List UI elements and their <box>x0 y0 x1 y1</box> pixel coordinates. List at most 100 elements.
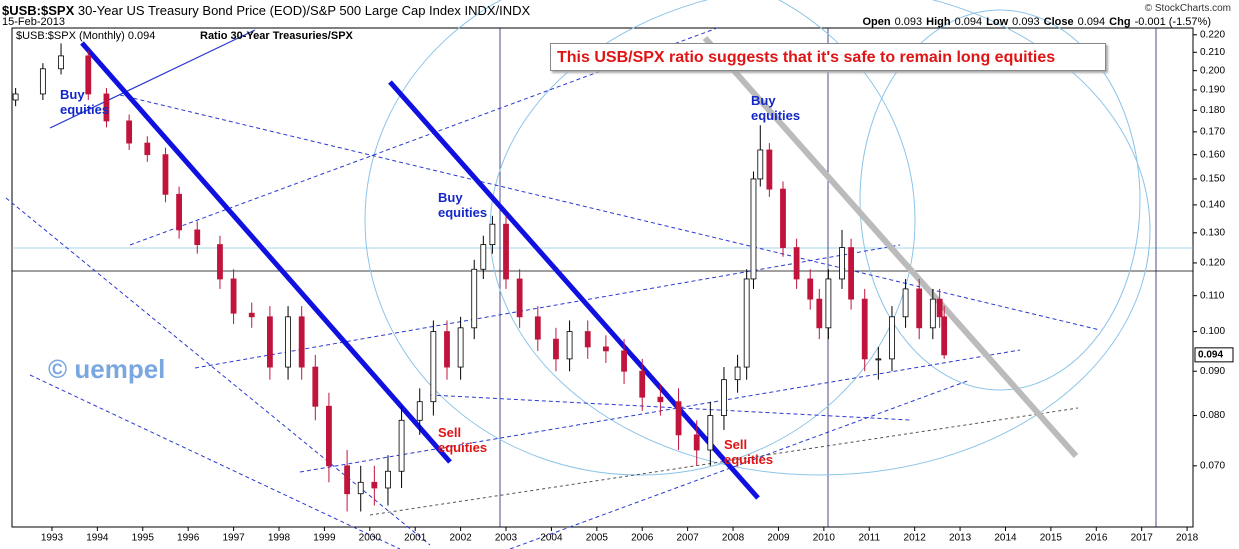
candle-body <box>839 247 845 280</box>
candle-body <box>471 268 478 329</box>
candle-body <box>936 298 943 318</box>
x-tick-label: 2010 <box>813 533 836 544</box>
candle-body <box>371 481 378 489</box>
candle-body <box>194 229 201 245</box>
candle-body <box>162 154 169 195</box>
x-tick-label: 2007 <box>677 533 700 544</box>
candle-body <box>693 434 700 451</box>
candle-body <box>916 288 923 329</box>
candle-body <box>780 188 786 248</box>
candle-body <box>566 331 573 360</box>
candle-body <box>621 350 627 372</box>
candles <box>12 43 948 512</box>
candle-body <box>39 68 46 95</box>
candle-body <box>312 366 319 407</box>
candle-body <box>416 401 423 421</box>
channels <box>5 26 1101 549</box>
y-tick-label: 0.100 <box>1200 326 1225 337</box>
x-tick-label: 2012 <box>904 533 927 544</box>
y-tick-label: 0.120 <box>1200 258 1225 269</box>
candle-body <box>357 481 364 495</box>
x-tick-label: 2011 <box>859 533 881 544</box>
candle-body <box>480 244 487 270</box>
candle-body <box>248 312 255 318</box>
annotation: Sell equities <box>438 425 488 455</box>
x-tick-label: 2002 <box>449 533 472 544</box>
candle-body <box>639 370 646 398</box>
trend-line <box>702 36 1079 458</box>
x-tick-label: 1994 <box>86 533 109 544</box>
stat-label: Low <box>986 16 1009 28</box>
y-tick-label: 0.190 <box>1200 85 1225 96</box>
plot-frame <box>11 27 1194 528</box>
candle-body <box>144 142 151 156</box>
candle-body <box>707 415 714 451</box>
stat: Low 0.093 <box>986 16 1040 28</box>
candle-body <box>430 331 437 403</box>
chart-title: Ratio 30-Year Treasuries/SPX <box>200 30 353 42</box>
candle-body <box>750 178 757 280</box>
candle-body <box>503 223 509 280</box>
candle-body <box>516 278 523 318</box>
credit: © StockCharts.com <box>1144 3 1231 14</box>
candle-body <box>553 338 559 360</box>
x-tick-label: 2009 <box>767 533 790 544</box>
candle-body <box>230 278 237 314</box>
y-tick-label: 0.210 <box>1200 47 1225 58</box>
y-tick-label: 0.130 <box>1200 227 1225 238</box>
candle-body <box>176 193 182 231</box>
x-tick-label: 1998 <box>268 533 291 544</box>
stat-value: 0.094 <box>954 16 983 28</box>
circle <box>859 9 1141 391</box>
x-tick-label: 2004 <box>540 533 563 544</box>
y-tick-label: 0.220 <box>1200 29 1225 40</box>
candle-body <box>757 149 764 180</box>
x-tick-label: 1999 <box>313 533 336 544</box>
x-tick-label: 1996 <box>177 533 200 544</box>
x-tick-label: 2008 <box>722 533 745 544</box>
candle-body <box>816 298 823 329</box>
x-tick-label: 2013 <box>949 533 972 544</box>
candle-body <box>584 331 591 348</box>
annotation-box: This USB/SPX ratio suggests that it's sa… <box>550 43 1106 71</box>
x-tick-label: 2005 <box>586 533 609 544</box>
candle-body <box>941 316 948 356</box>
annotation: Buy equities <box>751 93 801 123</box>
stat: Chg -0.001 (-1.57%) <box>1109 16 1211 28</box>
trend-line <box>80 41 452 464</box>
stat-label: Chg <box>1109 16 1131 28</box>
candle-body <box>902 288 909 318</box>
candle-body <box>398 419 405 472</box>
candle-body <box>603 346 609 352</box>
candle-body <box>58 55 64 70</box>
x-tick-label: 2018 <box>1176 533 1199 544</box>
candle-body <box>12 93 19 101</box>
candle-body <box>734 366 741 381</box>
date: 15-Feb-2013 <box>2 16 65 28</box>
x-tick-label: 2017 <box>1131 533 1154 544</box>
x-tick-label: 2000 <box>359 533 382 544</box>
x-tick-label: 2015 <box>1040 533 1063 544</box>
y-tick-label: 0.070 <box>1200 460 1225 471</box>
x-tick-label: 2001 <box>404 533 427 544</box>
y-tick-label: 0.080 <box>1200 410 1225 421</box>
trend-line <box>49 29 256 129</box>
stat-value: 0.093 <box>1012 16 1040 28</box>
candle-body <box>267 316 273 368</box>
x-tick-label: 2006 <box>631 533 654 544</box>
x-tick-label: 2014 <box>994 533 1017 544</box>
candle-body <box>126 120 133 144</box>
candle-body <box>793 247 800 280</box>
stat-label: High <box>926 16 951 28</box>
stat-value: -0.001 (-1.57%) <box>1134 16 1211 28</box>
x-tick-label: 2016 <box>1085 533 1108 544</box>
y-tick-label: 0.110 <box>1200 290 1225 301</box>
y-tick-label: 0.180 <box>1200 105 1225 116</box>
candle-body <box>889 316 895 360</box>
candle-body <box>326 405 332 467</box>
candle-body <box>848 247 854 300</box>
stat-value: 0.094 <box>1077 16 1106 28</box>
stats: Open 0.093 High 0.094 Low 0.093 Close 0.094 Chg -… <box>859 16 1212 28</box>
y-tick-label: 0.170 <box>1200 126 1225 137</box>
